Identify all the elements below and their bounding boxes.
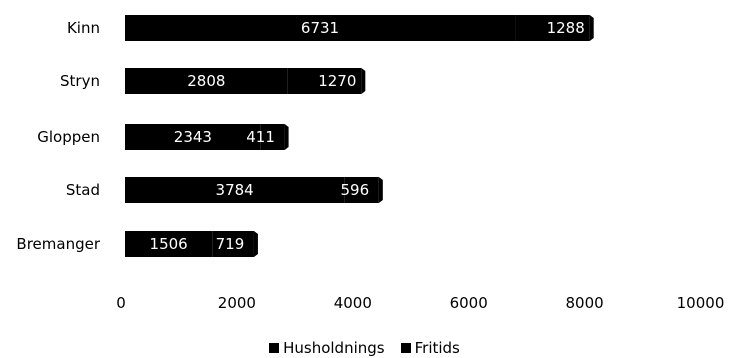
category-label-stad: Stad bbox=[66, 181, 100, 199]
bar-kinn-husholdnings bbox=[125, 15, 516, 41]
data-label-stad-husholdnings: 3784 bbox=[216, 181, 254, 199]
x-tick-label-10000: 10000 bbox=[677, 294, 725, 312]
x-tick-label-6000: 6000 bbox=[450, 294, 488, 312]
bar-stryn-husholdnings bbox=[125, 68, 288, 94]
bar-stad-fritids bbox=[344, 177, 379, 203]
bar-end-cap-kinn bbox=[589, 15, 594, 41]
category-label-bremanger: Bremanger bbox=[16, 235, 100, 253]
value-axis: 0 2000 4000 6000 8000 10000 bbox=[116, 294, 724, 312]
data-label-stad-fritids: 596 bbox=[341, 181, 370, 199]
labels-layer: 6731 1288 2808 1270 2343 411 3784 596 1506 719 bbox=[150, 19, 585, 253]
legend-label: Husholdnings bbox=[283, 339, 385, 357]
bar-end-cap-bremanger bbox=[253, 231, 258, 257]
data-label-stryn-husholdnings: 2808 bbox=[187, 72, 225, 90]
category-label-kinn: Kinn bbox=[67, 19, 100, 37]
data-label-stryn-fritids: 1270 bbox=[318, 72, 356, 90]
category-label-stryn: Stryn bbox=[60, 72, 100, 90]
bar-end-cap-stad bbox=[378, 177, 383, 203]
bar-gloppen-fritids bbox=[260, 124, 285, 150]
legend-swatch bbox=[400, 343, 411, 353]
category-label-gloppen: Gloppen bbox=[37, 128, 100, 146]
x-tick-label-8000: 8000 bbox=[566, 294, 604, 312]
legend-label: Fritids bbox=[414, 339, 460, 357]
bar-stryn-fritids bbox=[287, 68, 362, 94]
bar-bremanger-fritids bbox=[212, 231, 254, 257]
legend: Husholdnings Fritids bbox=[0, 338, 729, 358]
category-axis: Kinn Stryn Gloppen Stad Bremanger bbox=[16, 19, 100, 253]
data-label-gloppen-fritids: 411 bbox=[246, 128, 275, 146]
data-label-bremanger-husholdnings: 1506 bbox=[150, 235, 188, 253]
bar-end-cap-gloppen bbox=[284, 124, 289, 150]
data-label-kinn-husholdnings: 6731 bbox=[301, 19, 339, 37]
bar-end-cap-stryn bbox=[361, 68, 366, 94]
x-tick-label-0: 0 bbox=[116, 294, 126, 312]
bar-stad-husholdnings bbox=[125, 177, 345, 203]
data-label-gloppen-husholdnings: 2343 bbox=[174, 128, 212, 146]
x-tick-label-2000: 2000 bbox=[218, 294, 256, 312]
legend-item-fritids: Fritids bbox=[400, 339, 460, 357]
bar-gloppen-husholdnings bbox=[125, 124, 261, 150]
data-label-kinn-fritids: 1288 bbox=[547, 19, 585, 37]
legend-swatch bbox=[269, 343, 280, 353]
x-tick-label-4000: 4000 bbox=[334, 294, 372, 312]
bar-kinn-fritids bbox=[515, 15, 590, 41]
bar-bremanger-husholdnings bbox=[125, 231, 213, 257]
data-label-bremanger-fritids: 719 bbox=[216, 235, 245, 253]
legend-item-husholdnings: Husholdnings bbox=[269, 339, 385, 357]
bars-layer bbox=[125, 15, 594, 257]
